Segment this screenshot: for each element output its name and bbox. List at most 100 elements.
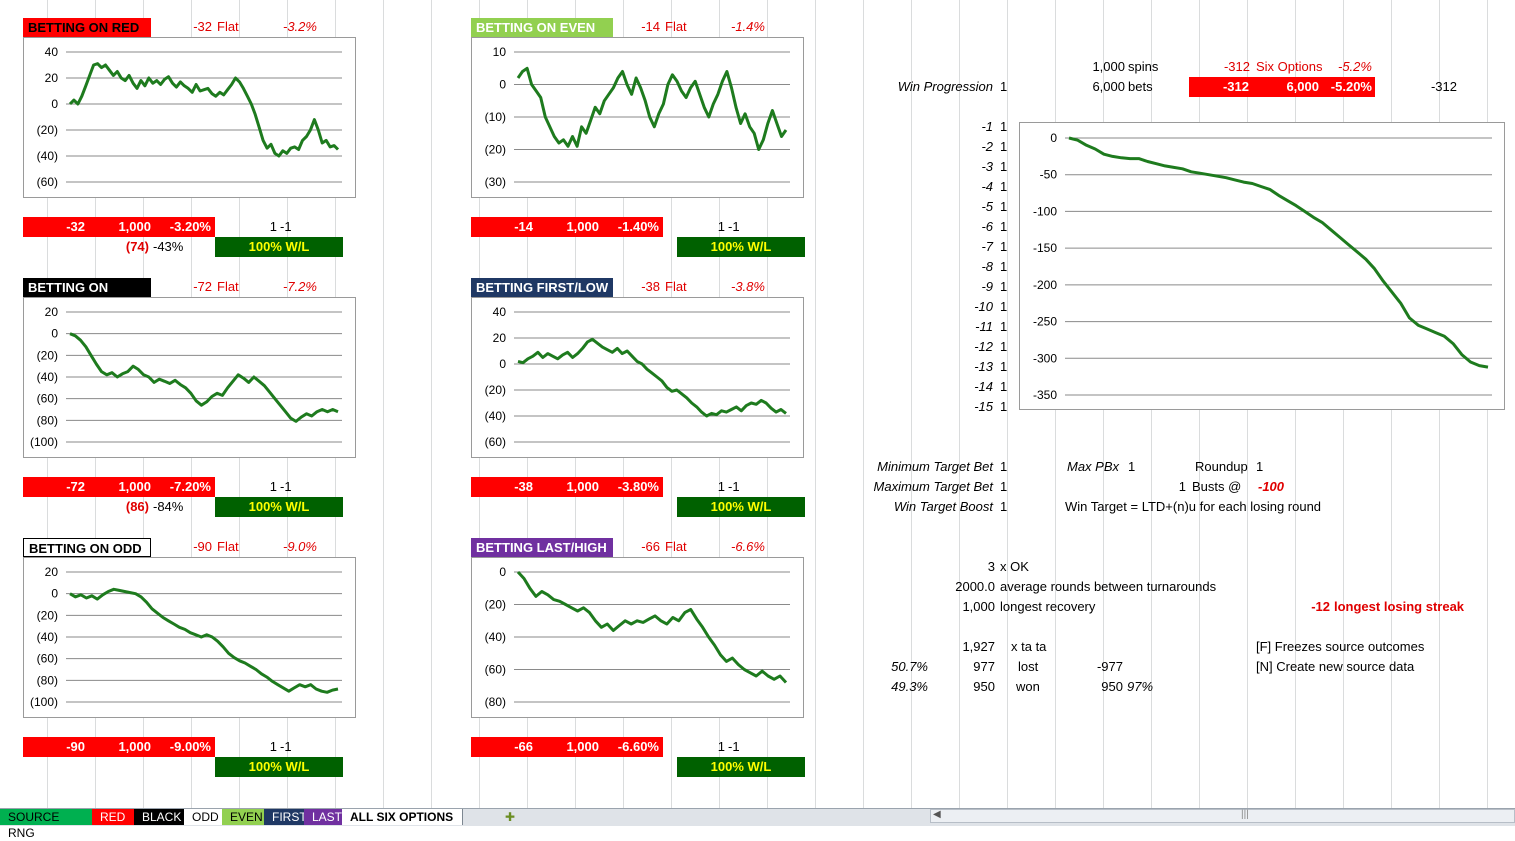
progression-value[interactable]: 1 — [1000, 379, 1008, 394]
roundup-value[interactable]: 1 — [1256, 459, 1264, 474]
flat-pct: -6.6% — [731, 539, 765, 554]
won-label: won — [1016, 679, 1040, 694]
ok-label: x OK — [1000, 559, 1029, 574]
panel-red-bar: -14 1,000 -1.40% — [471, 217, 663, 237]
series-line — [516, 66, 788, 151]
tata-value: 1,927 — [962, 639, 995, 654]
min-target-value[interactable]: 1 — [1000, 459, 1008, 474]
flat-label: Flat — [217, 279, 239, 294]
new-source-label: [N] Create new source data — [1256, 659, 1415, 674]
sheet-tab-last[interactable]: LAST — [304, 809, 343, 825]
bar-a: -90 — [66, 739, 85, 754]
y-tick-label: (100) — [30, 435, 58, 449]
progression-step: -4 — [981, 179, 993, 194]
win-loss-bar: 100% W/L — [677, 757, 805, 777]
series-line — [69, 332, 339, 423]
y-tick-label: -100 — [1033, 204, 1057, 218]
won-pct: 49.3% — [891, 679, 928, 694]
progression-value[interactable]: 1 — [1000, 139, 1008, 154]
y-tick-label: (40) — [37, 370, 58, 384]
flat-pct: -7.2% — [283, 279, 317, 294]
summary-red-bar: -312 6,000 -5.20% — [1189, 77, 1375, 97]
progression-step: -2 — [981, 139, 993, 154]
progression-value[interactable]: 1 — [1000, 279, 1008, 294]
bar-b: 1,000 — [566, 479, 599, 494]
sheet-tab-black[interactable]: BLACK — [134, 809, 185, 825]
y-tick-label: (20) — [37, 348, 58, 362]
panel-title: BETTING ON BLACK — [23, 278, 151, 314]
progression-step: -1 — [981, 119, 993, 134]
max-target-value[interactable]: 1 — [1000, 479, 1008, 494]
y-tick-label: 0 — [1050, 131, 1057, 145]
flat-value: -14 — [641, 19, 660, 34]
six-options-value: -312 — [1223, 59, 1250, 74]
progression-value[interactable]: 1 — [1000, 399, 1008, 414]
min-target-label: Minimum Target Bet — [877, 459, 993, 474]
progression-value[interactable]: 1 — [1000, 319, 1008, 334]
sheet-tab-even[interactable]: EVEN — [222, 809, 265, 825]
y-tick-label: -200 — [1033, 278, 1057, 292]
recovery-label: longest recovery — [1000, 599, 1096, 614]
progression-value[interactable]: 1 — [1000, 219, 1008, 234]
progression-step: -10 — [974, 299, 993, 314]
flat-label: Flat — [217, 539, 239, 554]
series-line — [516, 570, 788, 684]
sheet-tab-source-rng[interactable]: SOURCE RNG — [0, 809, 93, 840]
win-loss-bar: 100% W/L — [677, 497, 805, 517]
neg-one-value: -1 — [280, 739, 292, 754]
y-tick-label: 20 — [45, 305, 59, 319]
panel-red-bar: -38 1,000 -3.80% — [471, 477, 663, 497]
progression-value[interactable]: 1 — [1000, 299, 1008, 314]
progression-value[interactable]: 1 — [1000, 259, 1008, 274]
panel-red-bar: -66 1,000 -6.60% — [471, 737, 663, 757]
y-tick-label: -50 — [1040, 168, 1058, 182]
progression-value[interactable]: 1 — [1000, 359, 1008, 374]
boost-value[interactable]: 1 — [1000, 499, 1008, 514]
one-value: 1 — [717, 739, 725, 754]
sheet-tab-red[interactable]: RED — [92, 809, 135, 825]
progression-step: -7 — [981, 239, 993, 254]
sheet-tab-odd[interactable]: ODD — [184, 809, 223, 825]
insert-sheet-icon[interactable]: ✚ — [505, 810, 516, 824]
progression-value[interactable]: 1 — [1000, 179, 1008, 194]
y-tick-label: (60) — [37, 652, 58, 666]
win-progression-value: 1 — [1000, 79, 1008, 94]
flat-label: Flat — [665, 279, 687, 294]
y-tick-label: (60) — [37, 392, 58, 406]
progression-value[interactable]: 1 — [1000, 199, 1008, 214]
y-tick-label: (60) — [485, 663, 506, 677]
y-tick-label: -250 — [1033, 315, 1057, 329]
panel-red-bar: -90 1,000 -9.00% — [23, 737, 215, 757]
progression-value[interactable]: 1 — [1000, 339, 1008, 354]
panel-red-bar: -72 1,000 -7.20% — [23, 477, 215, 497]
flat-value: -38 — [641, 279, 660, 294]
y-tick-label: (30) — [485, 175, 506, 189]
max-pbx-value[interactable]: 1 — [1128, 459, 1136, 474]
one-value: 1 — [717, 219, 725, 234]
won-value: 950 — [973, 679, 995, 694]
bar-a: -72 — [66, 479, 85, 494]
y-tick-label: 10 — [493, 45, 507, 59]
avg-rounds-label: average rounds between turnarounds — [1000, 579, 1217, 594]
y-tick-label: (40) — [485, 630, 506, 644]
progression-step: -14 — [974, 379, 993, 394]
y-tick-label: -150 — [1033, 241, 1057, 255]
progression-value[interactable]: 1 — [1000, 119, 1008, 134]
tata-label: x ta ta — [1011, 639, 1047, 654]
scroll-left-icon[interactable]: ◀ — [933, 809, 941, 820]
busts-value[interactable]: 1 — [1178, 479, 1186, 494]
y-tick-label: (80) — [37, 413, 58, 427]
sheet-tab-first[interactable]: FIRST — [264, 809, 307, 825]
horizontal-scrollbar[interactable]: ◀ ||| — [930, 809, 1515, 823]
y-tick-label: (20) — [485, 383, 506, 397]
panel-chart: 20 0 (20) (40) (60) (80) (100) — [23, 557, 356, 718]
y-tick-label: 20 — [45, 71, 59, 85]
y-tick-label: (40) — [485, 409, 506, 423]
scroll-thumb-grip-icon[interactable]: ||| — [1241, 809, 1249, 820]
progression-value[interactable]: 1 — [1000, 159, 1008, 174]
progression-step: -12 — [974, 339, 993, 354]
panel-chart: 40 20 0 (20) (40) (60) — [471, 297, 804, 458]
sheet-tab-all-six-options[interactable]: ALL SIX OPTIONS — [342, 809, 463, 825]
progression-value[interactable]: 1 — [1000, 239, 1008, 254]
y-tick-label: (80) — [485, 695, 506, 709]
